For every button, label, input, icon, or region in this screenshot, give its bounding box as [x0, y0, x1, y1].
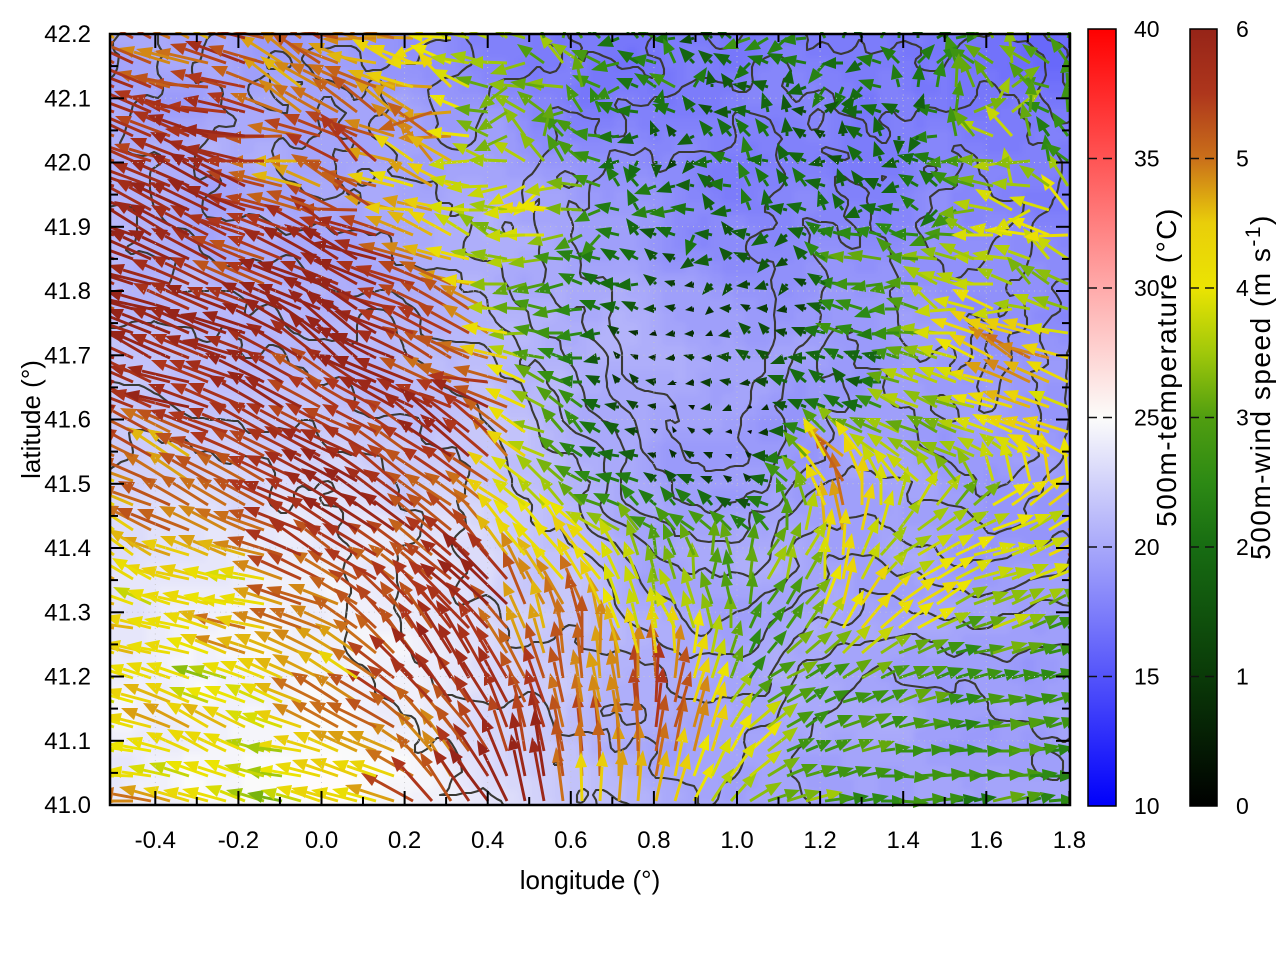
svg-text:0.8: 0.8 [637, 827, 670, 854]
svg-text:1.4: 1.4 [887, 827, 920, 854]
svg-text:2: 2 [1236, 534, 1249, 560]
svg-text:41.6: 41.6 [44, 407, 91, 434]
svg-text:10: 10 [1134, 793, 1160, 819]
svg-text:1.6: 1.6 [970, 827, 1003, 854]
svg-text:40: 40 [1134, 16, 1160, 42]
svg-text:15: 15 [1134, 664, 1160, 690]
svg-text:longitude (°): longitude (°) [520, 865, 660, 895]
svg-text:0.2: 0.2 [388, 827, 421, 854]
svg-text:-0.2: -0.2 [218, 827, 259, 854]
svg-text:1: 1 [1236, 664, 1249, 690]
svg-text:20: 20 [1134, 534, 1160, 560]
svg-text:42.0: 42.0 [44, 150, 91, 177]
svg-text:0.6: 0.6 [554, 827, 587, 854]
svg-text:41.5: 41.5 [44, 471, 91, 498]
svg-text:500m-temperature (°C): 500m-temperature (°C) [1151, 207, 1182, 527]
svg-text:1.0: 1.0 [720, 827, 753, 854]
svg-text:41.7: 41.7 [44, 342, 91, 369]
svg-text:41.1: 41.1 [44, 728, 91, 755]
svg-text:41.0: 41.0 [44, 792, 91, 819]
svg-text:0: 0 [1236, 793, 1249, 819]
svg-text:41.3: 41.3 [44, 599, 91, 626]
svg-text:latitude (°): latitude (°) [16, 360, 46, 479]
svg-text:0.0: 0.0 [305, 827, 338, 854]
svg-text:35: 35 [1134, 146, 1160, 172]
svg-text:42.2: 42.2 [44, 21, 91, 48]
svg-text:500m-wind speed (m s-1): 500m-wind speed (m s-1) [1242, 214, 1276, 560]
svg-text:42.1: 42.1 [44, 85, 91, 112]
svg-text:4: 4 [1236, 275, 1249, 301]
svg-text:41.8: 41.8 [44, 278, 91, 305]
svg-text:1.8: 1.8 [1053, 827, 1086, 854]
svg-text:0.4: 0.4 [471, 827, 504, 854]
svg-text:41.9: 41.9 [44, 214, 91, 241]
svg-text:-0.4: -0.4 [135, 827, 176, 854]
svg-text:1.2: 1.2 [803, 827, 836, 854]
svg-text:41.4: 41.4 [44, 535, 91, 562]
svg-text:25: 25 [1134, 405, 1160, 431]
svg-text:30: 30 [1134, 275, 1160, 301]
svg-text:6: 6 [1236, 16, 1249, 42]
svg-text:3: 3 [1236, 405, 1249, 431]
svg-text:5: 5 [1236, 146, 1249, 172]
svg-text:41.2: 41.2 [44, 664, 91, 691]
